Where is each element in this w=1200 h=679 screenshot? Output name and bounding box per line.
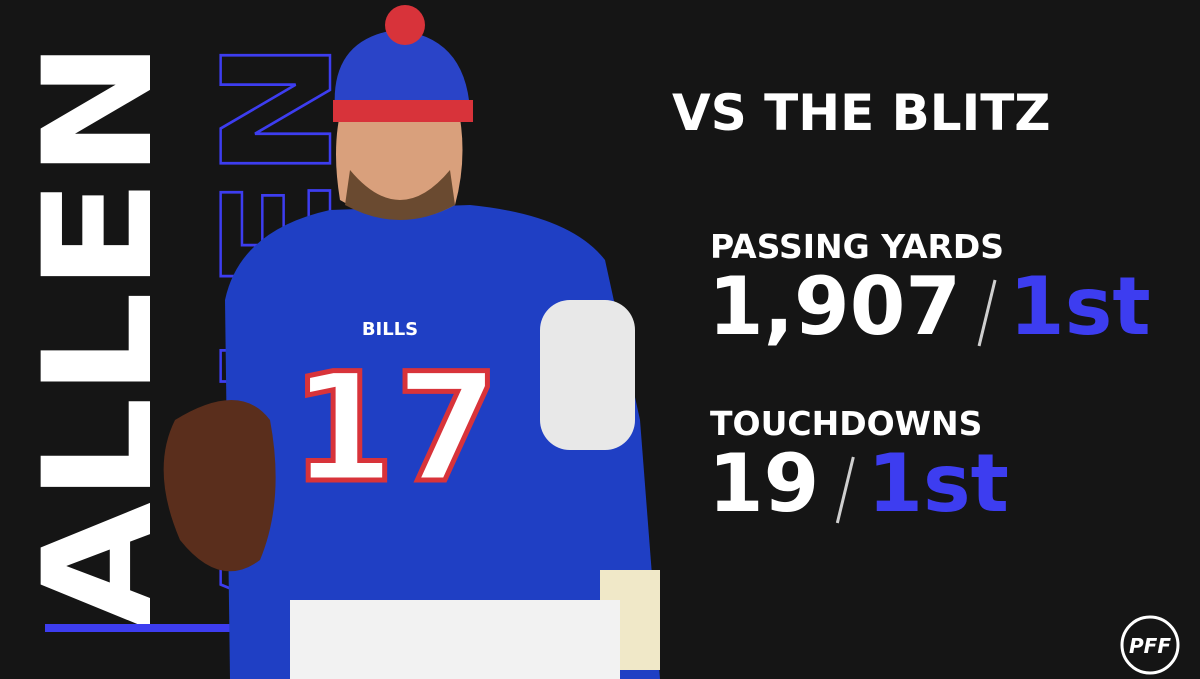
stat-value: 19 [708,437,819,530]
jersey-team: BILLS [362,319,418,340]
divider [835,456,855,524]
jersey-number: 17 [291,342,500,516]
title: VS THE BLITZ [672,84,1051,142]
stat-value: 1,907 [708,260,961,353]
logo: PFF [1120,615,1180,675]
divider [977,279,997,347]
name: ALLEN [12,40,186,630]
logo-text: PFF [1129,634,1171,658]
stat-rank: 1st [867,437,1009,530]
player-photo: 17 BILLS [163,5,660,679]
accent-bar [45,624,345,632]
stat-label: TOUCHDOWNS [710,404,982,443]
stat-rank: 1st [1009,260,1151,353]
stat-label: PASSING YARDS [710,227,1004,266]
